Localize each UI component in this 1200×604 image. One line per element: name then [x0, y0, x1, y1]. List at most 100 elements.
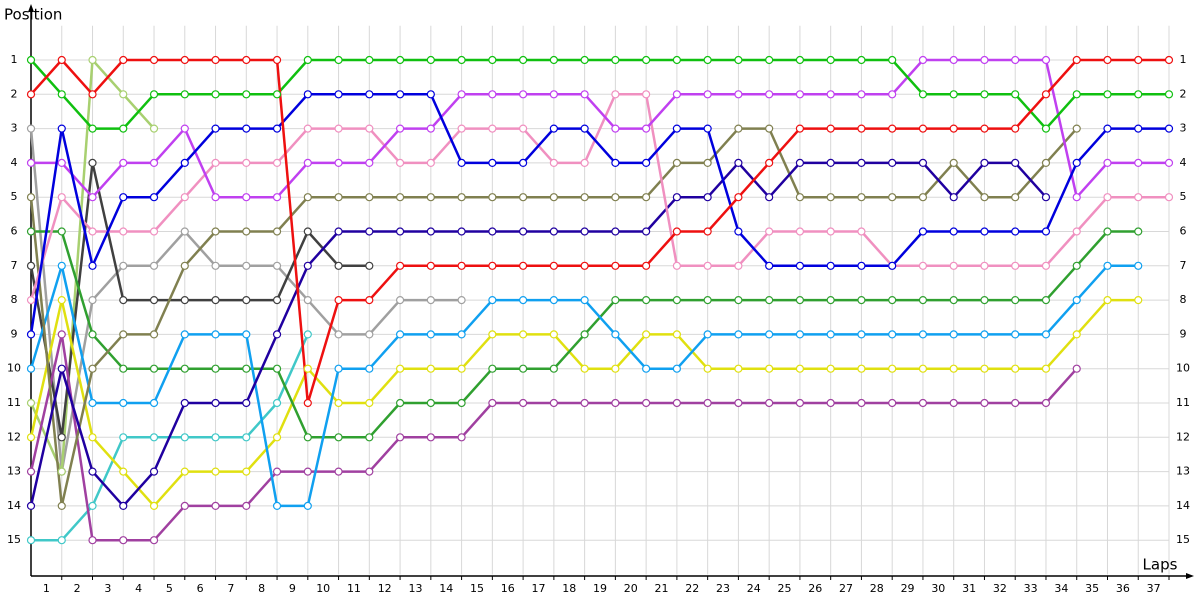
data-point — [980, 55, 989, 65]
data-point — [672, 330, 681, 339]
data-point — [1011, 55, 1020, 65]
points — [26, 55, 1174, 545]
data-point — [242, 124, 251, 133]
x-tick-label: 2 — [74, 582, 81, 595]
data-point — [1164, 193, 1174, 202]
x-tick-label: 17 — [531, 582, 545, 595]
data-point — [365, 158, 374, 167]
data-point — [826, 90, 835, 99]
data-point — [88, 55, 97, 65]
data-point — [734, 227, 743, 236]
y-tick-label-right: 15 — [1176, 533, 1190, 546]
x-tick-label: 32 — [993, 582, 1007, 595]
data-point — [580, 227, 589, 236]
data-point — [488, 90, 497, 99]
data-point — [980, 124, 989, 133]
data-point — [1134, 158, 1143, 167]
data-point — [1103, 55, 1112, 65]
data-point — [918, 227, 928, 236]
data-point — [1072, 261, 1081, 270]
data-point — [642, 330, 651, 339]
data-point — [611, 261, 620, 270]
data-point — [395, 364, 405, 373]
data-point — [519, 364, 528, 373]
data-point — [826, 330, 835, 339]
data-point — [795, 261, 805, 270]
data-point — [703, 193, 712, 202]
x-tick-label: 37 — [1147, 582, 1161, 595]
data-point — [334, 124, 343, 133]
data-point — [980, 227, 989, 236]
data-point — [242, 467, 251, 476]
data-point — [888, 398, 897, 408]
data-point — [272, 158, 282, 167]
data-point — [888, 124, 897, 133]
data-point — [303, 364, 312, 373]
data-point — [1164, 55, 1174, 65]
data-point — [765, 124, 774, 133]
data-point — [242, 55, 251, 65]
data-point — [857, 124, 866, 133]
data-point — [703, 227, 712, 236]
data-point — [180, 261, 189, 270]
data-point — [365, 261, 374, 270]
data-point — [119, 227, 128, 236]
data-point — [272, 90, 282, 99]
data-point — [88, 227, 97, 236]
data-point — [672, 398, 681, 408]
data-point — [303, 90, 312, 99]
data-point — [395, 296, 405, 305]
data-point — [180, 330, 189, 339]
data-point — [26, 158, 36, 167]
y-tick-label-right: 1 — [1180, 53, 1187, 66]
data-point — [918, 364, 928, 373]
data-point — [795, 364, 805, 373]
data-point — [365, 398, 374, 408]
data-point — [580, 364, 589, 373]
data-point — [488, 398, 497, 408]
data-point — [918, 193, 928, 202]
data-point — [334, 364, 343, 373]
data-point — [488, 364, 497, 373]
x-tick-label: 30 — [931, 582, 945, 595]
data-point — [426, 330, 435, 339]
data-point — [1041, 398, 1051, 408]
data-point — [980, 193, 989, 202]
data-point — [488, 296, 497, 305]
y-tick-label: 2 — [11, 87, 18, 100]
data-point — [457, 364, 466, 373]
data-point — [272, 364, 282, 373]
data-point — [488, 124, 497, 133]
data-point — [88, 193, 97, 202]
data-point — [457, 296, 466, 305]
data-point — [549, 364, 558, 373]
data-point — [918, 158, 928, 167]
y-tick-label-right: 10 — [1176, 362, 1190, 375]
data-point — [365, 55, 374, 65]
data-point — [949, 330, 958, 339]
data-point — [395, 330, 405, 339]
data-point — [888, 261, 897, 270]
data-point — [365, 90, 374, 99]
data-point — [734, 90, 743, 99]
data-point — [303, 398, 312, 408]
data-point — [1072, 193, 1081, 202]
y-tick-label: 10 — [7, 362, 21, 375]
data-point — [26, 55, 36, 65]
data-point — [26, 398, 36, 408]
data-point — [88, 433, 97, 442]
data-point — [426, 158, 435, 167]
data-point — [857, 364, 866, 373]
data-point — [1011, 330, 1020, 339]
data-point — [765, 296, 774, 305]
data-point — [334, 90, 343, 99]
data-point — [703, 55, 712, 65]
data-point — [457, 227, 466, 236]
data-point — [1041, 330, 1051, 339]
data-point — [1011, 90, 1020, 99]
data-point — [272, 227, 282, 236]
data-point — [119, 364, 128, 373]
x-tick-label: 18 — [562, 582, 576, 595]
y-tick-label: 13 — [7, 465, 21, 478]
data-point — [703, 261, 712, 270]
